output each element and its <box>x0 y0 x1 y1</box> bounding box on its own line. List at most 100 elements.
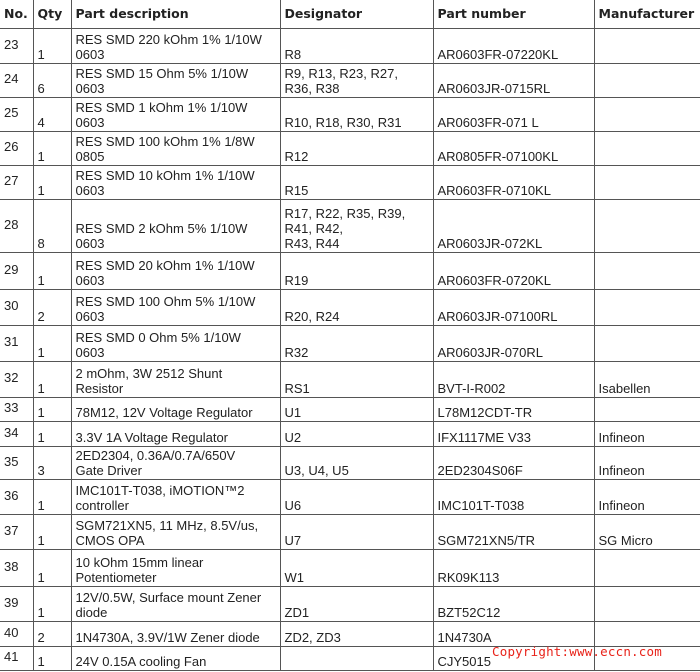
table-row: 28 8 RES SMD 2 kOhm 5% 1/10W 0603 R17, R22,… <box>0 199 700 253</box>
cell-manufacturer <box>593 97 700 132</box>
cell-qty: 1 <box>32 586 72 622</box>
cell-qty: 2 <box>32 621 72 647</box>
cell-part-number: AR0603JR-070RL <box>432 325 595 362</box>
cell-qty: 1 <box>32 361 72 398</box>
table-row: 29 1 RES SMD 20 kOhm 1% 1/10W 0603 R19 AR060… <box>0 252 700 290</box>
cell-qty: 8 <box>32 199 72 253</box>
cell-desc: 10 kOhm 15mm linear Potentiometer <box>70 549 281 587</box>
cell-manufacturer: Infineon <box>593 421 700 447</box>
cell-desc: RES SMD 15 Ohm 5% 1/10W 0603 <box>70 63 281 98</box>
cell-no: 30 <box>0 289 34 326</box>
table-header-row: No. Qty Part description Designator Part… <box>0 0 700 29</box>
cell-no: 26 <box>0 131 34 166</box>
header-designator: Designator <box>279 0 434 29</box>
cell-desc: RES SMD 10 kOhm 1% 1/10W 0603 <box>70 165 281 200</box>
cell-qty: 1 <box>32 252 72 290</box>
cell-manufacturer: Infineon <box>593 446 700 480</box>
cell-no: 41 <box>0 646 34 671</box>
table-row: 36 1 IMC101T-T038, iMOTION™2 controller U6 I… <box>0 479 700 515</box>
cell-qty: 1 <box>32 28 72 64</box>
cell-part-number: AR0603FR-071 L <box>432 97 595 132</box>
cell-manufacturer <box>593 549 700 587</box>
cell-designator: U1 <box>279 397 434 422</box>
cell-designator: U2 <box>279 421 434 447</box>
cell-desc: 2 mOhm, 3W 2512 Shunt Resistor <box>70 361 281 398</box>
cell-no: 31 <box>0 325 34 362</box>
cell-qty: 1 <box>32 397 72 422</box>
table-row: 41 1 24V 0.15A cooling Fan CJY5015 <box>0 646 700 671</box>
cell-qty: 1 <box>32 514 72 550</box>
cell-qty: 3 <box>32 446 72 480</box>
cell-manufacturer <box>593 621 700 647</box>
cell-part-number: AR0603JR-07100RL <box>432 289 595 326</box>
cell-desc: 78M12, 12V Voltage Regulator <box>70 397 281 422</box>
cell-no: 34 <box>0 421 34 447</box>
cell-part-number: AR0603FR-0720KL <box>432 252 595 290</box>
cell-part-number: CJY5015 <box>432 646 595 671</box>
cell-manufacturer: Isabellen <box>593 361 700 398</box>
cell-manufacturer <box>593 586 700 622</box>
cell-designator: R15 <box>279 165 434 200</box>
cell-manufacturer <box>593 289 700 326</box>
cell-manufacturer <box>593 397 700 422</box>
cell-qty: 4 <box>32 97 72 132</box>
cell-desc: 3.3V 1A Voltage Regulator <box>70 421 281 447</box>
cell-qty: 2 <box>32 289 72 326</box>
cell-designator: ZD1 <box>279 586 434 622</box>
cell-desc: 12V/0.5W, Surface mount Zener diode <box>70 586 281 622</box>
header-no: No. <box>0 0 34 29</box>
cell-designator: W1 <box>279 549 434 587</box>
cell-designator: R9, R13, R23, R27, R36, R38 <box>279 63 434 98</box>
table-row: 23 1 RES SMD 220 kOhm 1% 1/10W 0603 R8 AR060… <box>0 28 700 64</box>
cell-no: 39 <box>0 586 34 622</box>
cell-part-number: BZT52C12 <box>432 586 595 622</box>
cell-part-number: 2ED2304S06F <box>432 446 595 480</box>
table-row: 26 1 RES SMD 100 kOhm 1% 1/8W 0805 R12 AR080… <box>0 131 700 166</box>
cell-manufacturer <box>593 646 700 671</box>
cell-desc: RES SMD 220 kOhm 1% 1/10W 0603 <box>70 28 281 64</box>
cell-no: 24 <box>0 63 34 98</box>
header-part-number: Part number <box>432 0 595 29</box>
table-row: 35 3 2ED2304, 0.36A/0.7A/650V Gate Driver U… <box>0 446 700 480</box>
cell-part-number: RK09K113 <box>432 549 595 587</box>
cell-no: 32 <box>0 361 34 398</box>
cell-qty: 1 <box>32 549 72 587</box>
cell-designator: R19 <box>279 252 434 290</box>
cell-designator: ZD2, ZD3 <box>279 621 434 647</box>
table-row: 31 1 RES SMD 0 Ohm 5% 1/10W 0603 R32 AR0603J… <box>0 325 700 362</box>
cell-manufacturer <box>593 252 700 290</box>
cell-manufacturer <box>593 165 700 200</box>
cell-part-number: AR0603JR-072KL <box>432 199 595 253</box>
cell-desc: IMC101T-T038, iMOTION™2 controller <box>70 479 281 515</box>
cell-no: 38 <box>0 549 34 587</box>
cell-designator: R32 <box>279 325 434 362</box>
cell-desc: RES SMD 20 kOhm 1% 1/10W 0603 <box>70 252 281 290</box>
cell-desc: 2ED2304, 0.36A/0.7A/650V Gate Driver <box>70 446 281 480</box>
cell-manufacturer <box>593 131 700 166</box>
cell-designator: U3, U4, U5 <box>279 446 434 480</box>
table-row: 38 1 10 kOhm 15mm linear Potentiometer W1 RK… <box>0 549 700 587</box>
cell-qty: 1 <box>32 421 72 447</box>
cell-manufacturer <box>593 199 700 253</box>
cell-no: 37 <box>0 514 34 550</box>
cell-no: 35 <box>0 446 34 480</box>
cell-designator <box>279 646 434 671</box>
cell-part-number: AR0805FR-07100KL <box>432 131 595 166</box>
cell-part-number: 1N4730A <box>432 621 595 647</box>
cell-desc: RES SMD 0 Ohm 5% 1/10W 0603 <box>70 325 281 362</box>
header-manufacturer: Manufacturer <box>593 0 700 29</box>
cell-designator: U7 <box>279 514 434 550</box>
cell-no: 29 <box>0 252 34 290</box>
table-row: 25 4 RES SMD 1 kOhm 1% 1/10W 0603 R10, R18,… <box>0 97 700 132</box>
cell-no: 33 <box>0 397 34 422</box>
cell-designator: R20, R24 <box>279 289 434 326</box>
cell-qty: 1 <box>32 325 72 362</box>
table-row: 34 1 3.3V 1A Voltage Regulator U2 IFX1117ME … <box>0 421 700 447</box>
cell-no: 27 <box>0 165 34 200</box>
cell-part-number: IMC101T-T038 <box>432 479 595 515</box>
cell-desc: SGM721XN5, 11 MHz, 8.5V/us, CMOS OPA <box>70 514 281 550</box>
cell-no: 28 <box>0 199 34 253</box>
cell-part-number: BVT-I-R002 <box>432 361 595 398</box>
cell-qty: 1 <box>32 165 72 200</box>
